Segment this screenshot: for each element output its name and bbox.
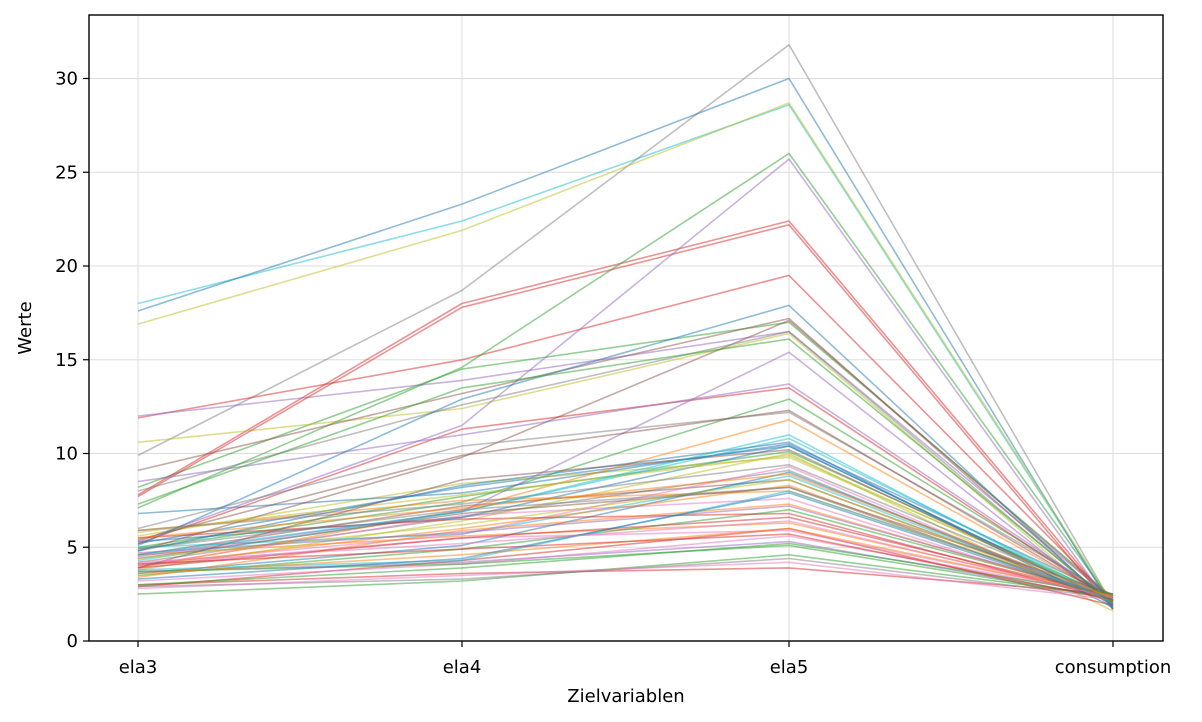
series-line xyxy=(137,398,1114,599)
series-lines xyxy=(137,43,1114,612)
x-axis-label: Zielvariablen xyxy=(567,686,684,707)
x-axis-ticks: ela3 ela4 ela5 consumption xyxy=(119,641,1172,678)
series-line xyxy=(137,43,1114,606)
series-line xyxy=(137,542,1114,595)
y-tick-label: 10 xyxy=(55,444,78,465)
series-line xyxy=(137,433,1114,605)
series-line xyxy=(137,486,1114,601)
series-line xyxy=(137,561,1114,601)
series-line xyxy=(137,520,1114,599)
series-line xyxy=(137,102,1114,604)
y-tick-label: 30 xyxy=(55,69,78,90)
series-line xyxy=(137,505,1114,597)
series-line xyxy=(137,330,1114,601)
series-line xyxy=(137,77,1114,610)
series-line xyxy=(137,158,1114,610)
series-line xyxy=(137,473,1114,599)
series-line xyxy=(137,351,1114,608)
series-line xyxy=(137,304,1114,608)
series-line xyxy=(137,469,1114,605)
series-line xyxy=(137,452,1114,612)
series-line xyxy=(137,317,1114,606)
series-line xyxy=(137,448,1114,603)
series-line xyxy=(137,224,1114,610)
plot-frame xyxy=(88,14,1164,642)
series-line xyxy=(137,478,1114,601)
series-line xyxy=(137,463,1114,599)
series-line xyxy=(137,478,1114,603)
series-line xyxy=(137,330,1114,607)
y-axis-label: Werte xyxy=(15,301,36,354)
series-line xyxy=(137,411,1114,597)
series-line xyxy=(137,220,1114,606)
series-line xyxy=(137,529,1114,597)
x-tick-label: ela3 xyxy=(119,657,158,678)
y-axis-ticks: 0 5 10 15 20 25 30 xyxy=(55,69,89,652)
series-line xyxy=(137,338,1114,605)
y-tick-label: 25 xyxy=(55,162,78,183)
series-line xyxy=(137,533,1114,601)
y-tick-label: 5 xyxy=(67,537,78,558)
series-line xyxy=(137,508,1114,597)
series-line xyxy=(137,387,1114,603)
series-line xyxy=(137,544,1114,599)
series-line xyxy=(137,441,1114,609)
series-line xyxy=(137,152,1114,604)
series-line xyxy=(137,383,1114,601)
x-tick-label: ela5 xyxy=(770,657,809,678)
series-line xyxy=(137,475,1114,601)
y-tick-label: 0 xyxy=(67,631,78,652)
series-line xyxy=(137,540,1114,599)
x-tick-label: ela4 xyxy=(443,657,482,678)
series-line xyxy=(137,445,1114,603)
series-line xyxy=(137,104,1114,606)
series-line xyxy=(137,535,1114,597)
y-tick-label: 15 xyxy=(55,350,78,371)
y-tick-label: 20 xyxy=(55,256,78,277)
series-line xyxy=(137,319,1114,601)
series-line xyxy=(137,553,1114,597)
series-line xyxy=(137,492,1114,601)
series-line xyxy=(137,409,1114,601)
series-line xyxy=(137,454,1114,601)
x-tick-label: consumption xyxy=(1055,657,1172,678)
series-line xyxy=(137,274,1114,603)
